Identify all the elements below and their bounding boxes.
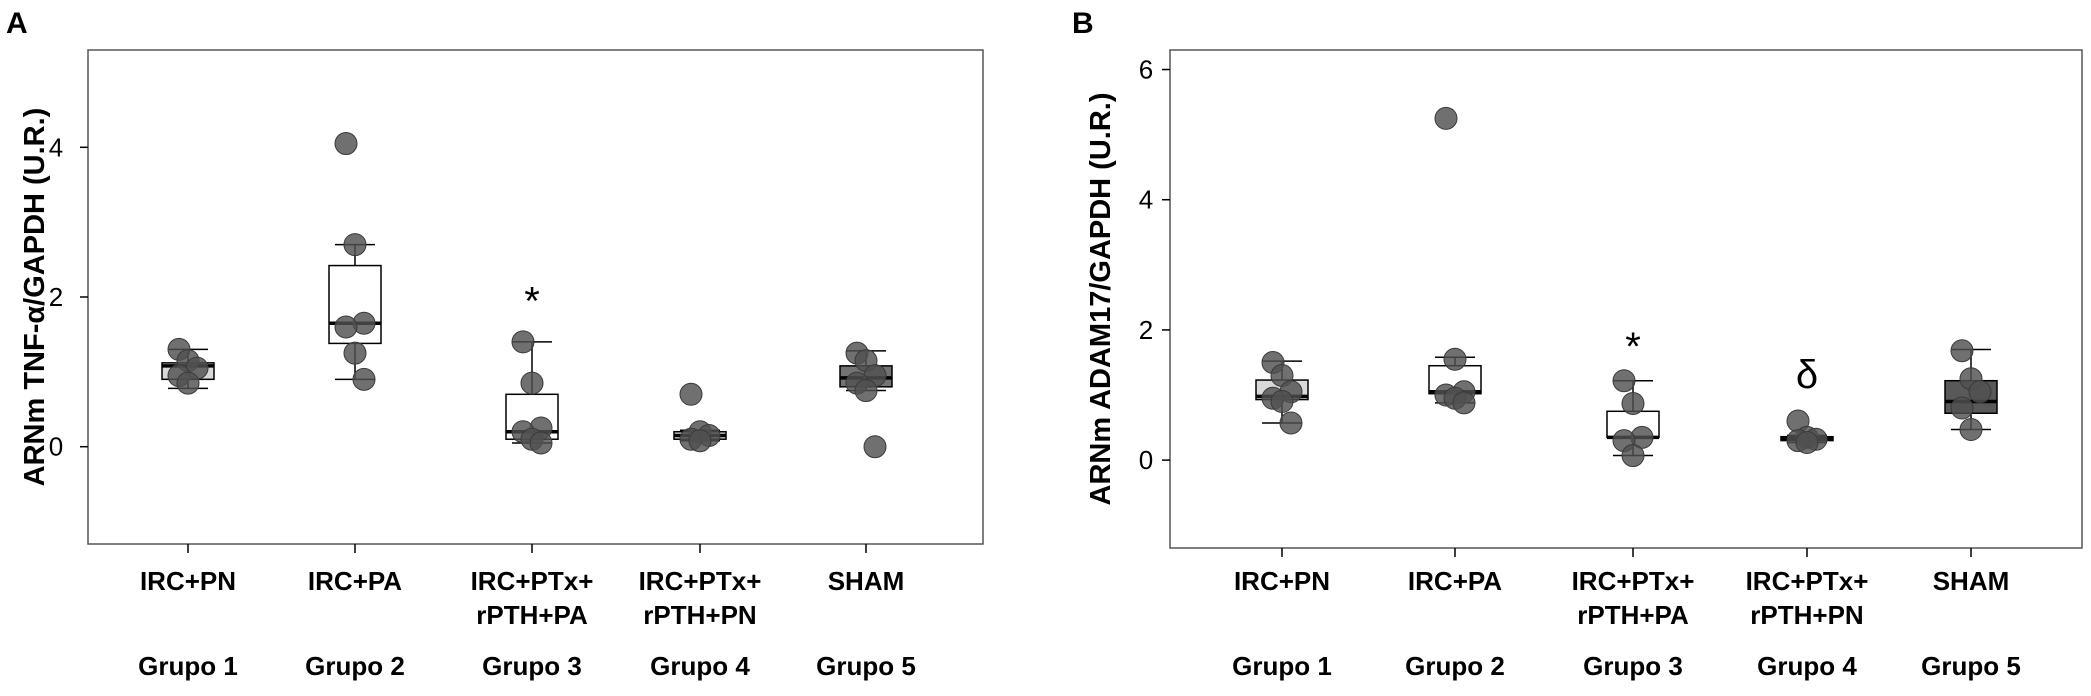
data-point <box>1443 347 1467 371</box>
data-point <box>334 132 358 156</box>
group-label: Grupo 4 <box>1757 651 1857 681</box>
box-4 <box>1780 409 1834 455</box>
x-tick-label: IRC+PTx+ rPTH+PA <box>471 566 594 630</box>
data-point <box>1279 411 1303 435</box>
chart-panel-a: A ARNm TNF-α/GAPDH (U.R.)0 2 4 IRC+PN Grupo 1… <box>6 7 984 681</box>
box-4 <box>673 382 727 453</box>
group-label: Grupo 5 <box>816 651 916 681</box>
data-point <box>1968 380 1992 404</box>
y-tick-label: 2 <box>1139 315 1153 345</box>
y-tick-label: 2 <box>49 282 63 312</box>
data-point <box>688 429 712 453</box>
group-label: Grupo 3 <box>482 651 582 681</box>
plot-frame <box>1169 49 2083 549</box>
x-tick-label: IRC+PTx+ rPTH+PA <box>1572 566 1695 630</box>
x-tick-label: SHAM <box>828 566 905 596</box>
x-tick-label: IRC+PTx+ rPTH+PN <box>639 566 762 630</box>
group-label: Grupo 1 <box>1232 651 1332 681</box>
panel-label: A <box>6 7 28 40</box>
x-tick-label: IRC+PTx+ rPTH+PN <box>1746 566 1869 630</box>
group-label: Grupo 2 <box>305 651 405 681</box>
y-tick-label: 6 <box>1139 55 1153 85</box>
box-1 <box>161 337 215 395</box>
data-point <box>529 431 553 455</box>
box-2 <box>1428 106 1482 415</box>
box-5 <box>1944 339 1998 442</box>
y-tick-label: 0 <box>49 432 63 462</box>
data-point <box>854 379 878 403</box>
y-axis-label: ARNm ADAM17/GAPDH (U.R.) <box>1085 93 1117 506</box>
box-2 <box>328 132 382 391</box>
box-1 <box>1255 350 1309 435</box>
y-axis-label: ARNm TNF-α/GAPDH (U.R.) <box>19 108 51 487</box>
data-point <box>176 371 200 395</box>
data-point <box>1950 396 1974 420</box>
data-point <box>511 330 535 354</box>
data-point <box>1452 391 1476 415</box>
group-label: Grupo 3 <box>1583 651 1683 681</box>
y-tick-label: 4 <box>1139 185 1153 215</box>
data-point <box>1621 444 1645 468</box>
y-tick-label: 0 <box>1139 445 1153 475</box>
panel-label: B <box>1072 7 1094 40</box>
significance-marker: * <box>1625 325 1641 369</box>
data-point <box>343 341 367 365</box>
data-point <box>1434 106 1458 130</box>
group-label: Grupo 1 <box>138 651 238 681</box>
box-3 <box>505 330 559 455</box>
chart-panel-b: B ARNm ADAM17/GAPDH (U.R.) 0 2 4 6 IRC+PN Grupo… <box>1072 7 2083 681</box>
data-point <box>334 315 358 339</box>
x-tick-label: IRC+PN <box>140 566 236 596</box>
y-tick-label: 4 <box>49 132 63 162</box>
data-point <box>352 367 376 391</box>
significance-marker: * <box>524 280 540 324</box>
box-3 <box>1606 369 1660 468</box>
data-point <box>863 435 887 459</box>
data-point <box>679 382 703 406</box>
x-tick-label: IRC+PN <box>1234 566 1330 596</box>
significance-marker: δ <box>1796 353 1818 397</box>
group-label: Grupo 4 <box>650 651 750 681</box>
data-point <box>520 371 544 395</box>
data-point <box>1270 390 1294 414</box>
group-label: Grupo 5 <box>1921 651 2021 681</box>
box-5 <box>839 341 893 459</box>
data-point <box>1612 369 1636 393</box>
x-tick-label: IRC+PA <box>1408 566 1502 596</box>
data-point <box>1950 339 1974 363</box>
x-tick-label: SHAM <box>1933 566 2010 596</box>
x-tick-label: IRC+PA <box>308 566 402 596</box>
data-point <box>1959 418 1983 442</box>
data-point <box>343 233 367 257</box>
data-point <box>1621 391 1645 415</box>
group-label: Grupo 2 <box>1405 651 1505 681</box>
data-point <box>1795 431 1819 455</box>
